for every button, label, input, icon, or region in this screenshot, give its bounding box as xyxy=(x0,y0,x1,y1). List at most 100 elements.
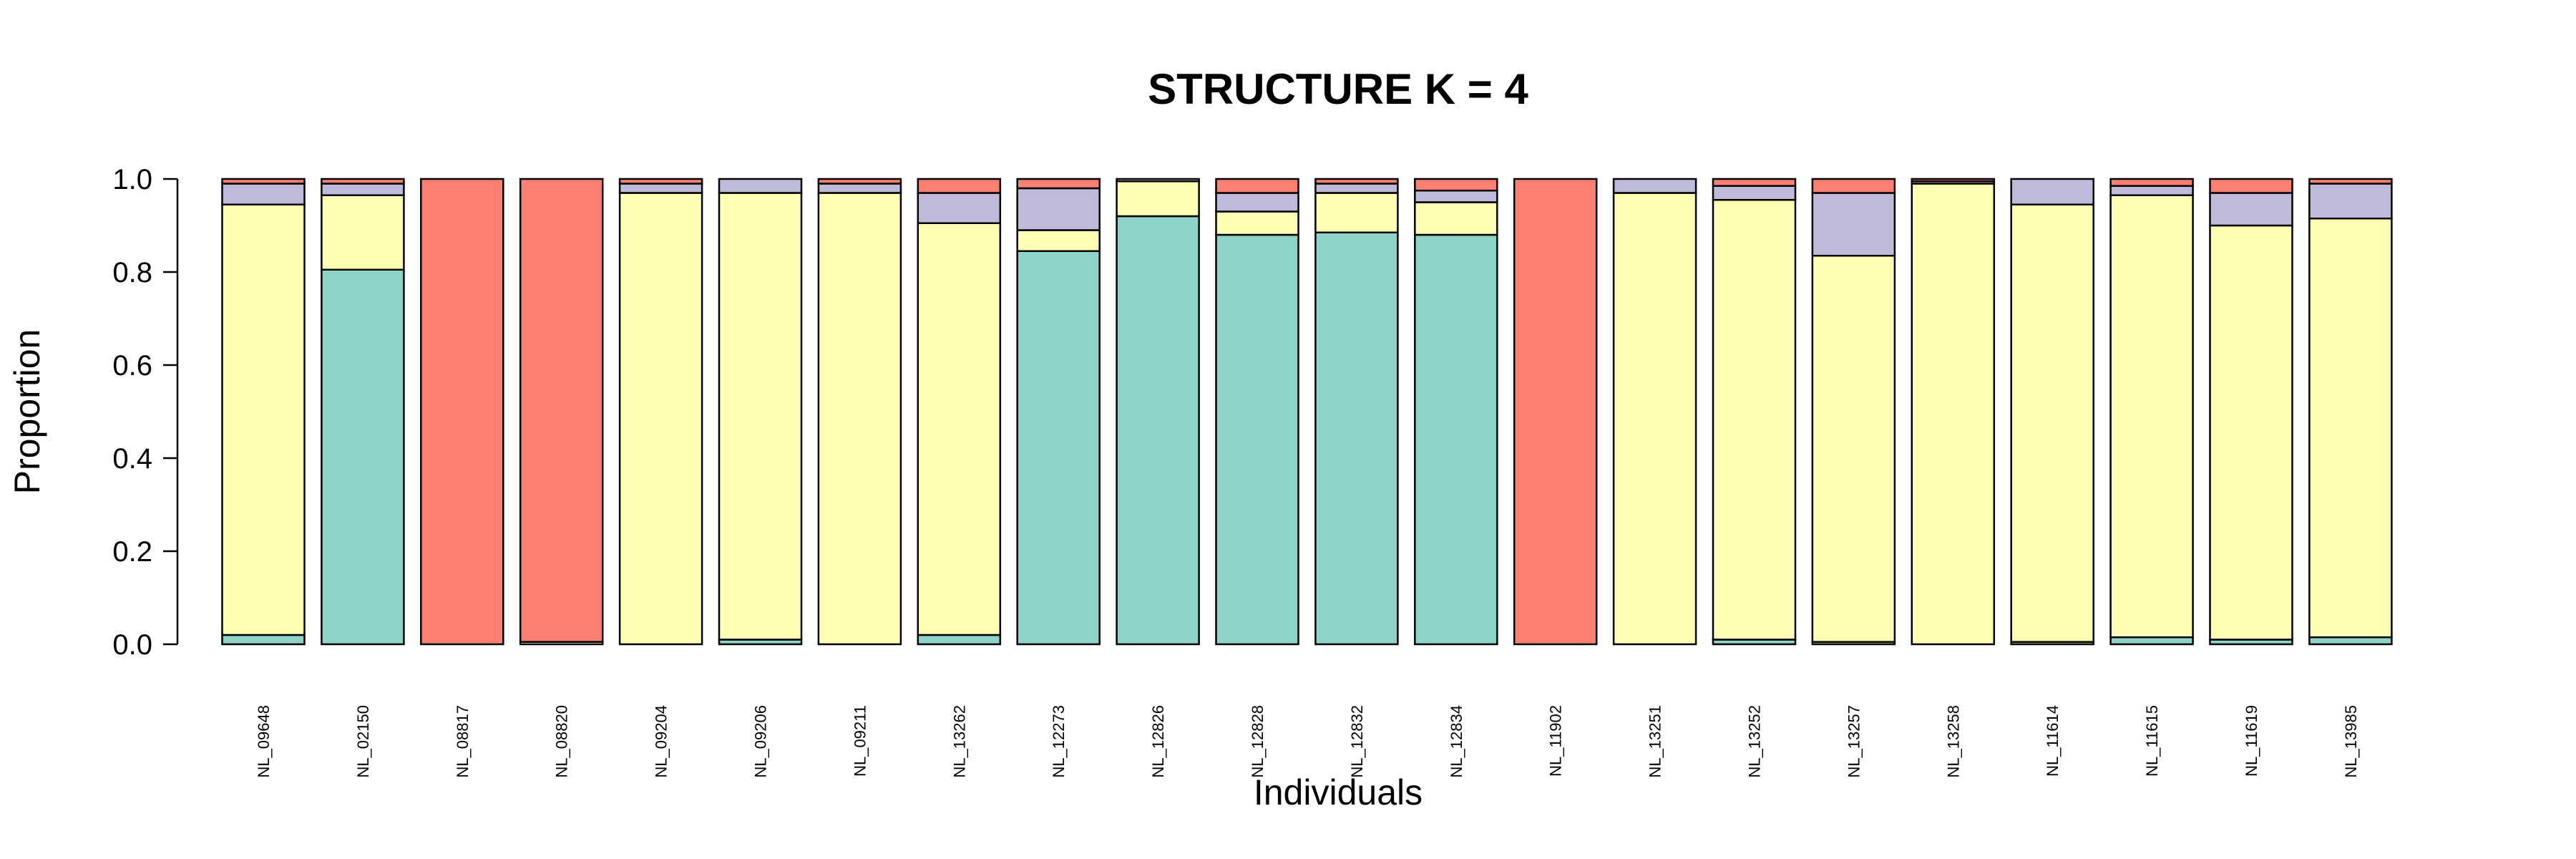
individual-label: NL_09648 xyxy=(255,705,273,778)
y-tick-label: 0.0 xyxy=(112,629,152,661)
bar-segment-cluster-3 xyxy=(817,183,902,194)
individual-label: NL_12834 xyxy=(1448,705,1465,778)
bar-NL_08817 xyxy=(420,178,504,646)
individual-label: NL_13251 xyxy=(1646,705,1664,778)
individual-label: NL_02150 xyxy=(354,705,372,778)
bar-segment-cluster-4 xyxy=(618,178,703,185)
bar-segment-cluster-3 xyxy=(321,183,405,196)
bar-segment-cluster-1 xyxy=(1314,231,1399,646)
bar-segment-cluster-1 xyxy=(1414,233,1498,646)
bar-segment-cluster-3 xyxy=(2109,185,2194,196)
bar-segment-cluster-3 xyxy=(1811,192,1896,257)
bar-NL_12832 xyxy=(1314,178,1399,646)
bar-segment-cluster-3 xyxy=(618,183,703,194)
bar-segment-cluster-2 xyxy=(618,192,703,646)
bar-NL_13257 xyxy=(1811,178,1896,646)
bar-segment-cluster-2 xyxy=(1116,180,1200,218)
individual-label: NL_13985 xyxy=(2342,705,2360,778)
individual-label: NL_08820 xyxy=(553,705,571,778)
bar-segment-cluster-4 xyxy=(2308,178,2393,185)
individual-label: NL_11615 xyxy=(2143,705,2161,777)
bar-segment-cluster-2 xyxy=(2010,203,2094,643)
bar-segment-cluster-1 xyxy=(321,268,405,646)
bar-segment-cluster-3 xyxy=(1414,190,1498,203)
bar-segment-cluster-4 xyxy=(1712,178,1797,187)
individual-label: NL_09204 xyxy=(653,705,670,778)
bar-segment-cluster-2 xyxy=(1314,192,1399,233)
bar-segment-cluster-2 xyxy=(1612,192,1697,646)
bar-segment-cluster-3 xyxy=(1712,185,1797,201)
individual-label: NL_12273 xyxy=(1050,705,1068,778)
bar-segment-cluster-1 xyxy=(221,634,306,646)
bar-segment-cluster-2 xyxy=(1414,201,1498,236)
bar-segment-cluster-2 xyxy=(1712,199,1797,641)
bar-segment-cluster-4 xyxy=(420,178,504,646)
bar-segment-cluster-2 xyxy=(221,203,306,636)
bar-NL_13252 xyxy=(1712,178,1797,646)
bar-segment-cluster-3 xyxy=(1016,187,1101,231)
bar-segment-cluster-2 xyxy=(718,192,803,641)
bar-segment-cluster-4 xyxy=(519,178,604,643)
bar-NL_02150 xyxy=(321,178,405,646)
y-axis: 0.0 0.2 0.4 0.6 0.8 1.0 xyxy=(112,164,179,661)
bar-NL_11615 xyxy=(2109,178,2194,646)
bar-segment-cluster-3 xyxy=(1612,178,1697,194)
bar-segment-cluster-4 xyxy=(321,178,405,185)
chart-title: STRUCTURE K = 4 xyxy=(1148,65,1528,113)
bar-NL_09204 xyxy=(618,178,703,646)
bar-segment-cluster-1 xyxy=(1116,215,1200,646)
bar-segment-cluster-3 xyxy=(221,183,306,205)
bar-segment-cluster-4 xyxy=(917,178,1002,194)
bar-NL_12834 xyxy=(1414,178,1498,646)
bar-NL_13251 xyxy=(1612,178,1697,646)
individual-label: NL_11614 xyxy=(2044,705,2062,777)
bar-segment-cluster-4 xyxy=(1911,178,1996,183)
individual-label: NL_11619 xyxy=(2243,705,2260,777)
bar-segment-cluster-2 xyxy=(1215,210,1299,236)
x-axis-title: Individuals xyxy=(1254,772,1423,812)
bar-segment-cluster-1 xyxy=(2308,636,2393,646)
individual-label: NL_13252 xyxy=(1746,705,1764,778)
bar-segment-cluster-4 xyxy=(1414,178,1498,192)
bar-segment-cluster-4 xyxy=(1811,178,1896,194)
bar-segment-cluster-3 xyxy=(1116,178,1200,183)
y-tick-label: 0.8 xyxy=(112,257,152,288)
individual-label: NL_09206 xyxy=(752,705,770,778)
y-tick-label: 0.2 xyxy=(112,536,152,568)
bar-segment-cluster-2 xyxy=(1911,183,1996,646)
bar-segment-cluster-2 xyxy=(1811,255,1896,643)
individual-label: NL_13258 xyxy=(1944,705,1962,778)
bar-NL_08820 xyxy=(519,178,604,646)
individual-label: NL_12828 xyxy=(1249,705,1267,778)
bar-segment-cluster-2 xyxy=(2109,194,2194,639)
bar-segment-cluster-3 xyxy=(1215,192,1299,213)
bar-NL_13262 xyxy=(917,178,1002,646)
bar-segment-cluster-2 xyxy=(321,194,405,271)
y-tick-label: 0.4 xyxy=(112,443,152,475)
y-tick-label: 0.6 xyxy=(112,350,152,382)
bar-NL_09206 xyxy=(718,178,803,646)
y-tick-label: 1.0 xyxy=(112,164,152,195)
bar-NL_13985 xyxy=(2308,178,2393,646)
bar-segment-cluster-2 xyxy=(2308,218,2393,639)
bar-segment-cluster-3 xyxy=(917,192,1002,224)
bar-segment-cluster-2 xyxy=(817,192,902,646)
bar-segment-cluster-3 xyxy=(2308,183,2393,220)
bar-segment-cluster-4 xyxy=(1215,178,1299,194)
bar-NL_12828 xyxy=(1215,178,1299,646)
bar-NL_13258 xyxy=(1911,178,1996,646)
bar-segment-cluster-1 xyxy=(1215,233,1299,646)
individual-label: NL_11902 xyxy=(1547,705,1565,777)
bar-segment-cluster-3 xyxy=(718,178,803,194)
bar-NL_12273 xyxy=(1016,178,1101,646)
individual-label: NL_13262 xyxy=(950,705,968,778)
bar-segment-cluster-2 xyxy=(2209,224,2293,641)
bar-segment-cluster-1 xyxy=(917,634,1002,646)
bar-segment-cluster-3 xyxy=(2209,192,2293,227)
bar-segment-cluster-2 xyxy=(1016,229,1101,252)
bar-segment-cluster-4 xyxy=(1513,178,1598,646)
individual-label: NL_12832 xyxy=(1348,705,1366,778)
bar-segment-cluster-4 xyxy=(2109,178,2194,187)
bar-NL_11619 xyxy=(2209,178,2293,646)
